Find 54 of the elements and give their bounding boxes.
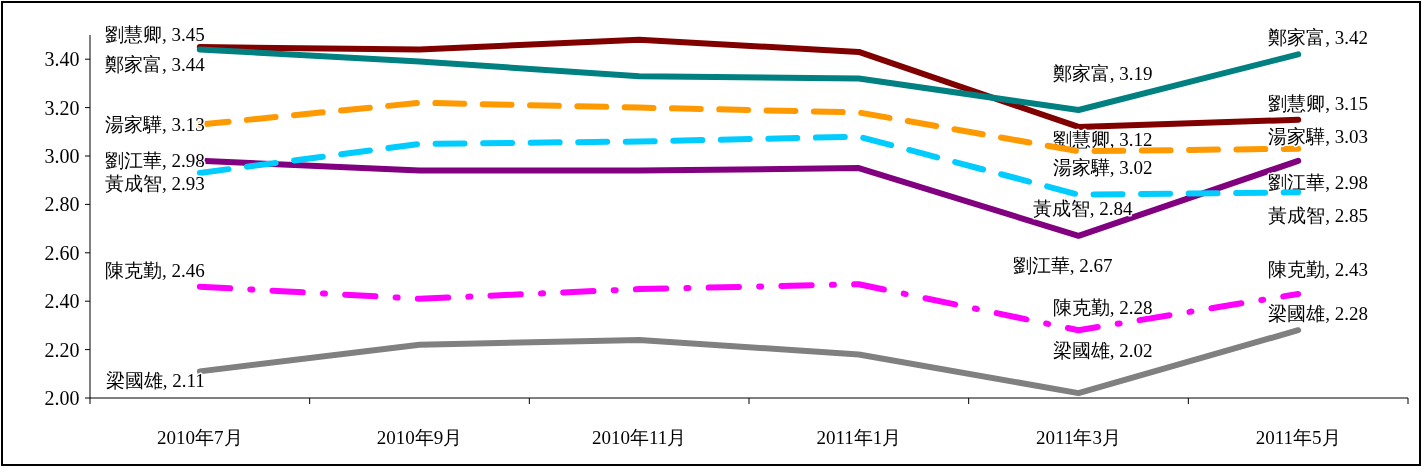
data-label: , 3.42 [1325,27,1369,49]
series-label: 梁國雄 [1268,303,1326,325]
data-label: , 2.46 [162,259,205,281]
text: 劉慧卿 [1268,92,1326,114]
x-tick-label: 2010年7月 [157,427,243,448]
series-label: 湯家驊 [1268,125,1326,147]
data-label: , 2.43 [1325,258,1369,280]
y-tick-label: 2.00 [44,387,80,409]
x-tick-label: 2011年1月 [816,427,902,448]
data-label: , 2.28 [1325,303,1369,325]
data-label: , 2.84 [1089,197,1133,219]
text: 黃成智 [1268,205,1326,227]
series-label: 劉江華 [1268,171,1326,193]
y-tick-label: 3.20 [44,96,80,119]
text: 梁國雄 [1052,340,1110,362]
y-tick-label: 2.80 [44,193,80,216]
series-label: 黃成智 [1032,197,1090,219]
text: 黃成智 [105,172,163,194]
text: 劉江華 [105,149,163,171]
data-label: , 2.28 [1109,297,1153,319]
x-tick-label: 2011年3月 [1036,427,1121,448]
data-label: , 2.11 [162,370,205,392]
data-label: , 3.15 [1325,92,1369,114]
y-tick-label: 3.00 [44,145,80,167]
data-label: , 3.45 [162,24,205,46]
text: 劉江華 [1012,254,1070,276]
x-tick-label: 2010年9月 [376,427,463,448]
data-label: , 2.98 [1325,171,1369,193]
data-label: , 2.93 [162,172,205,194]
text: 湯家驊 [105,113,163,135]
text: 陳克勤 [105,259,163,281]
y-tick-label: 2.60 [44,241,80,264]
text: 鄭家富 [105,53,163,75]
data-label: , 3.19 [1109,63,1153,85]
data-label: , 2.98 [162,149,205,171]
data-label: , 2.02 [1109,340,1153,362]
data-label: , 3.03 [1325,125,1369,147]
x-tick-label: 2010年11月 [592,427,687,448]
text: 湯家驊 [1052,157,1110,179]
text: 陳克勤 [1268,258,1326,280]
text: 梁國雄 [105,370,163,392]
x-tick-label: 2011年5月 [1255,427,1341,448]
data-label: , 3.44 [162,53,206,75]
data-label: , 2.85 [1325,205,1369,227]
data-label: , 3.13 [162,113,205,135]
data-label: , 3.02 [1109,157,1153,179]
y-tick-label: 3.40 [44,48,80,71]
data-label: , 2.67 [1069,254,1113,276]
series-label: 陳克勤 [1052,297,1110,319]
series-label: 鄭家富 [1268,27,1326,49]
text: 鄭家富 [1052,63,1110,85]
text: 劉慧卿 [105,24,163,46]
y-tick-label: 2.20 [44,338,80,361]
y-tick-label: 2.40 [44,290,80,313]
